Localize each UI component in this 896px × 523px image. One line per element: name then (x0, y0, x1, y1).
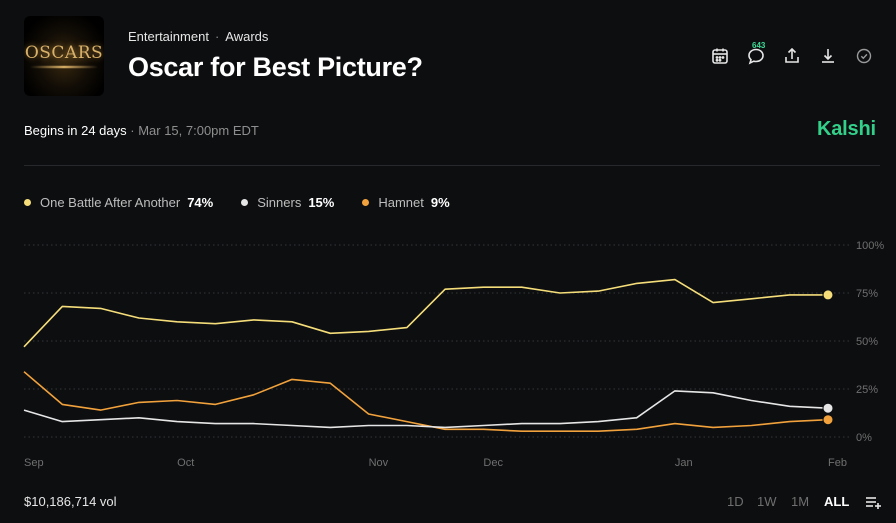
legend-dot-icon (24, 199, 31, 206)
series-line-sinners (23, 390, 829, 429)
series-line-hamnet (23, 371, 829, 432)
range-1d-button[interactable]: 1D (727, 494, 744, 509)
x-tick-label: Sep (24, 457, 44, 469)
legend-item-one-battle[interactable]: One Battle After Another 74% (24, 195, 213, 210)
legend-label: One Battle After Another (40, 195, 181, 210)
series-end-marker (822, 414, 834, 426)
legend-dot-icon (362, 199, 370, 206)
y-tick-label: 100% (856, 240, 884, 252)
range-all-button[interactable]: ALL (824, 494, 850, 509)
breadcrumb-category[interactable]: Entertainment (128, 29, 209, 44)
legend-dot-icon (241, 199, 249, 206)
begins-countdown: Begins in 24 days (24, 123, 127, 138)
list-settings-icon[interactable] (864, 493, 882, 511)
y-tick-label: 0% (856, 432, 872, 444)
thumbnail-glow (30, 66, 98, 68)
legend-label: Hamnet (378, 195, 424, 210)
x-tick-label: Nov (369, 457, 389, 469)
page-title: Oscar for Best Picture? (128, 52, 423, 82)
y-tick-label: 25% (856, 384, 878, 396)
y-tick-label: 75% (856, 288, 878, 300)
series-end-marker (822, 289, 834, 301)
breadcrumb: Entertainment · Awards (128, 29, 269, 44)
legend-value: 9% (430, 195, 450, 210)
series-end-marker (822, 402, 834, 414)
price-chart[interactable]: 0% 25% 50% 75% 100% Sep Oct Nov Dec Jan Feb (0, 230, 896, 475)
legend-item-sinners[interactable]: Sinners 15% (241, 195, 334, 210)
event-start-info: Begins in 24 days · Mar 15, 7:00pm EDT (24, 123, 259, 138)
legend-item-hamnet[interactable]: Hamnet 9% (362, 195, 450, 210)
x-tick-label: Dec (483, 457, 503, 469)
range-1m-button[interactable]: 1M (791, 494, 810, 509)
kalshi-logo[interactable]: Kalshi (817, 118, 876, 140)
legend-value: 74% (187, 195, 214, 210)
thumbnail-logo-text: OSCARS (24, 43, 104, 63)
y-tick-label: 50% (856, 336, 878, 348)
event-date: Mar 15, 7:00pm EDT (138, 123, 259, 138)
share-icon[interactable] (782, 46, 802, 66)
comment-icon[interactable] (746, 46, 766, 66)
breadcrumb-subcategory[interactable]: Awards (225, 29, 269, 44)
market-thumbnail: OSCARS (24, 16, 104, 96)
x-tick-label: Oct (177, 457, 194, 469)
calendar-icon[interactable] (710, 46, 730, 66)
legend-label: Sinners (257, 195, 302, 210)
chart-legend: One Battle After Another 74% Sinners 15%… (24, 195, 478, 210)
x-tick-label: Feb (828, 457, 847, 469)
check-circle-icon[interactable] (854, 46, 874, 66)
range-1w-button[interactable]: 1W (757, 494, 777, 509)
legend-value: 15% (308, 195, 335, 210)
divider (24, 165, 880, 166)
volume-label: $10,186,714 vol (24, 494, 117, 509)
comment-count-badge: 643 (752, 41, 766, 50)
download-icon[interactable] (818, 46, 838, 66)
x-tick-label: Jan (675, 457, 693, 469)
series-line-one-battle-after-another (23, 278, 828, 348)
